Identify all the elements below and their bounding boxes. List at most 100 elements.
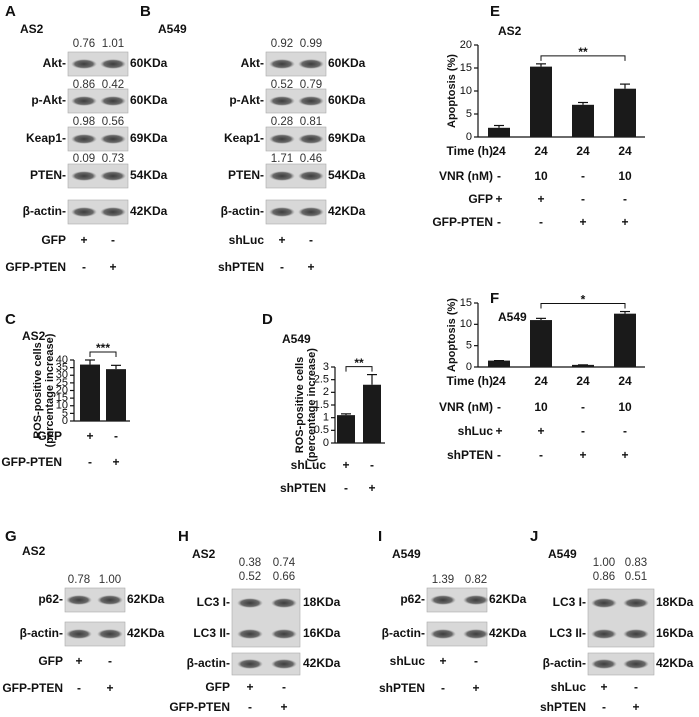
kda-label: 16KDa [656,626,694,640]
panel-letter: E [490,3,500,20]
condition-mark: - [497,215,501,229]
error-bar [341,413,351,416]
condition-mark: + [537,424,544,438]
condition-mark: + [632,700,639,714]
kda-label: 62KDa [489,592,527,606]
condition-mark: - [82,260,86,274]
band [100,134,126,144]
condition-mark: + [342,458,349,472]
band [591,629,617,639]
condition-label: shPTEN [379,681,425,695]
blot-panel: J A549 LC3 I- 18KDa LC3 II- 16KDa 1.00 0.83 0.86… [530,528,694,714]
bar [80,364,100,421]
bar [572,104,594,137]
y-tick-label: 25 [56,377,68,389]
blot-panel: I A549 p62- 62KDa 1.39 0.82 β-actin- 42KDa shLuc… [378,528,527,695]
kda-label: 60KDa [328,93,366,107]
significance-label: * [581,293,586,307]
quant-value: 0.74 [273,557,296,569]
band [271,598,297,608]
protein-label: β-actin- [20,626,63,640]
band [463,595,489,605]
significance-bracket [89,351,117,357]
condition-mark: 24 [576,374,590,388]
bar [106,369,126,421]
condition-mark: 24 [534,374,548,388]
condition-mark: + [280,700,287,714]
condition-mark: + [80,233,87,247]
protein-label: LC3 I- [197,595,230,609]
cell-line: A549 [158,22,187,36]
condition-label: GFP [37,429,62,443]
band [100,59,126,69]
quant-value: 0.56 [102,116,124,128]
condition-label: GFP-PTEN [169,700,230,714]
bar-chart: D A549 ROS-positive cells (percentage incre… [262,311,385,495]
protein-label: PTEN- [228,168,264,182]
condition-mark: - [497,400,501,414]
bar [614,313,636,367]
protein-label: β-actin- [23,204,66,218]
y-tick-label: 0 [466,361,472,373]
condition-mark: + [109,260,116,274]
quant-value: 0.42 [102,79,124,91]
condition-mark: + [579,448,586,462]
error-bar [85,359,95,365]
cell-line: AS2 [22,544,46,558]
kda-label: 42KDa [328,204,366,218]
quant-value: 1.00 [99,574,121,586]
quant-value: 0.09 [73,153,95,165]
y-tick-label: 2 [323,386,329,398]
kda-label: 60KDa [130,56,168,70]
kda-label: 54KDa [328,168,366,182]
protein-label: p-Akt- [31,93,66,107]
band [623,629,649,639]
protein-label: β-actin- [543,656,586,670]
significance-label: *** [96,341,110,355]
condition-mark: - [77,681,81,695]
condition-label: GFP [41,233,66,247]
panel-letter: H [178,528,189,545]
band [269,134,295,144]
cell-line: A549 [548,547,577,561]
quant-value: 0.86 [73,79,95,91]
condition-mark: + [472,681,479,695]
y-tick-label: 10 [56,400,68,412]
band [269,96,295,106]
condition-mark: + [106,681,113,695]
y-tick-label: 30 [56,369,68,381]
protein-label: LC3 I- [553,595,586,609]
quant-value: 1.71 [271,153,293,165]
condition-mark: + [112,455,119,469]
kda-label: 18KDa [303,595,341,609]
kda-label: 16KDa [303,626,341,640]
band [100,171,126,181]
condition-mark: + [86,429,93,443]
y-tick-label: 0 [466,131,472,143]
condition-mark: - [581,424,585,438]
band [298,134,324,144]
band [430,629,456,639]
protein-label: β-actin- [187,656,230,670]
quant-value: 0.98 [73,116,95,128]
kda-label: 42KDa [127,626,165,640]
band [71,59,97,69]
condition-mark: - [280,260,284,274]
band [71,207,97,217]
condition-mark: - [108,654,112,668]
quant-value: 0.81 [300,116,322,128]
y-tick-label: 15 [56,392,68,404]
quant-value: 1.00 [593,557,615,569]
condition-mark: 24 [534,144,548,158]
condition-label: Time (h) [447,374,493,388]
bar [488,127,510,137]
y-tick-label: 5 [466,108,472,120]
condition-mark: - [581,192,585,206]
bar [363,384,381,443]
quant-value: 1.01 [102,38,124,50]
protein-label: Keap1- [224,131,264,145]
kda-label: 62KDa [127,592,165,606]
band [97,629,123,639]
panel-letter: I [378,528,382,545]
